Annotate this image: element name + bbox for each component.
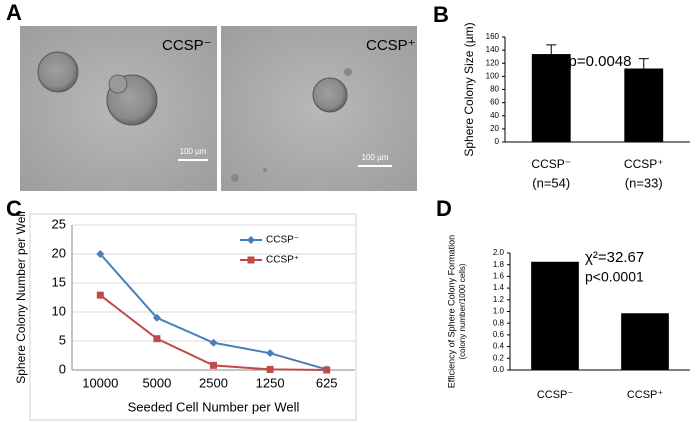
- legend-marker: [247, 256, 255, 264]
- y-tick-label: 120: [486, 58, 500, 67]
- bar: [621, 313, 669, 370]
- annotation: χ²=32.67: [585, 249, 644, 266]
- y-tick-label: 1.6: [493, 272, 505, 281]
- y-tick-label: 20: [52, 245, 66, 260]
- bar: [531, 261, 579, 370]
- x-tick-label: 2500: [199, 375, 228, 390]
- marker: [152, 313, 161, 322]
- y-axis-label: Sphere Colony Number per Well: [14, 211, 28, 384]
- x-tick-label: CCSP⁺: [627, 389, 664, 401]
- x-tick-label: 10000: [82, 375, 118, 390]
- error-bar: [638, 58, 649, 69]
- marker: [153, 335, 161, 343]
- y-axis-label-note: (colony number/1000 cells): [458, 263, 467, 359]
- y-tick-label: 100: [486, 71, 500, 80]
- y-tick-label: 140: [486, 45, 500, 54]
- bar: [624, 68, 664, 142]
- y-axis-label: Efficiency of Sphere Colony Formation: [446, 235, 456, 388]
- y-tick-label: 1.2: [493, 295, 505, 304]
- y-tick-label: 80: [490, 85, 499, 94]
- x-axis-label: Seeded Cell Number per Well: [128, 399, 300, 414]
- y-tick-label: 25: [52, 216, 66, 231]
- panel-label: B: [433, 2, 449, 27]
- x-tick-label: CCSP⁻: [531, 157, 571, 171]
- y-tick-label: 2.0: [493, 248, 505, 257]
- y-axis-label: Sphere Colony Size (µm): [462, 22, 476, 156]
- y-tick-label: 0.8: [493, 318, 505, 327]
- chart-frame: [29, 213, 357, 421]
- y-tick-label: 40: [490, 111, 499, 120]
- annotation: p=0.0048: [569, 53, 632, 70]
- y-tick-label: 0.6: [493, 330, 505, 339]
- marker: [266, 349, 275, 358]
- y-tick-label: 1.4: [493, 283, 505, 292]
- y-tick-label: 0: [495, 137, 500, 146]
- x-tick-sublabel: (n=33): [625, 175, 663, 190]
- y-tick-label: 0.0: [493, 365, 505, 374]
- y-tick-label: 15: [52, 274, 66, 289]
- x-tick-label: 1250: [256, 375, 285, 390]
- marker: [96, 291, 104, 299]
- bar: [531, 54, 571, 142]
- marker: [266, 365, 274, 373]
- x-tick-sublabel: (n=54): [532, 175, 570, 190]
- y-tick-label: 60: [490, 98, 499, 107]
- scale-bar-label: 100 µm: [180, 147, 207, 156]
- image-label: CCSP⁺: [366, 37, 416, 54]
- annotation: p<0.0001: [585, 269, 644, 285]
- marker: [323, 366, 331, 374]
- y-tick-label: 10: [52, 303, 66, 318]
- legend-label: CCSP⁻: [266, 235, 299, 246]
- y-tick-label: 160: [486, 32, 500, 41]
- y-tick-label: 1.8: [493, 260, 505, 269]
- y-tick-label: 5: [59, 332, 66, 347]
- y-tick-label: 1.0: [493, 307, 505, 316]
- scale-bar-label: 100 µm: [362, 153, 389, 162]
- y-tick-label: 20: [490, 124, 499, 133]
- panel-label: A: [6, 0, 22, 25]
- image-label: CCSP⁻: [162, 37, 212, 54]
- micrograph: CCSP⁺ 100 µm: [221, 26, 417, 191]
- x-tick-label: CCSP⁺: [624, 157, 664, 171]
- error-bar: [546, 44, 557, 55]
- y-tick-label: 0.4: [493, 342, 505, 351]
- x-tick-label: 625: [316, 375, 338, 390]
- y-tick-label: 0: [59, 361, 66, 376]
- panel-label: D: [436, 196, 452, 221]
- legend-label: CCSP⁺: [266, 255, 299, 266]
- marker: [209, 338, 218, 347]
- marker: [96, 250, 105, 258]
- x-tick-label: CCSP⁻: [537, 389, 574, 401]
- x-tick-label: 5000: [142, 375, 171, 390]
- micrograph: CCSP⁻ 100 µm: [20, 26, 217, 191]
- y-tick-label: 0.2: [493, 353, 505, 362]
- legend-marker: [247, 236, 255, 244]
- marker: [210, 361, 217, 369]
- panel-label: C: [6, 196, 22, 221]
